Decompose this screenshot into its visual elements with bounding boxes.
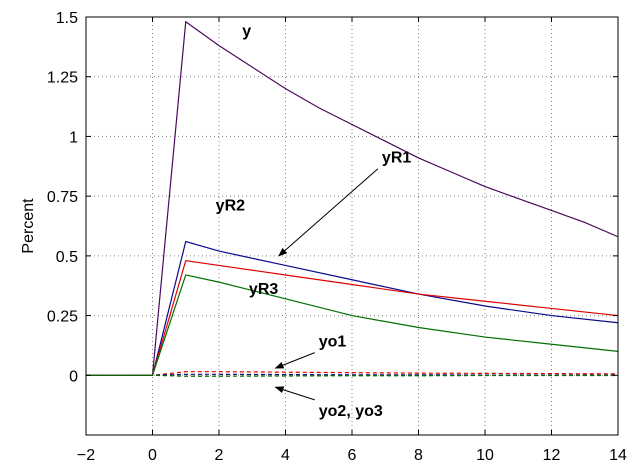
x-tick-label: 6 xyxy=(348,447,357,464)
series-line-yr3 xyxy=(86,274,619,376)
annotation-label: yR1 xyxy=(382,150,411,167)
x-tick-label: 8 xyxy=(414,447,423,464)
y-tick-label: 0.5 xyxy=(56,249,78,266)
series-line-y xyxy=(86,20,619,376)
y-tick-label: 0.25 xyxy=(47,309,78,326)
grid xyxy=(86,17,618,435)
annotations: y yR1 yR2 yR3 yo1 yo2, yo3 xyxy=(216,23,412,420)
x-tick-label: 4 xyxy=(281,447,290,464)
tick-labels: −2 0 2 4 6 8 10 12 14 0 0.25 0.5 0.75 1 1.25 1.5 xyxy=(47,10,627,464)
annotation-arrow xyxy=(274,386,315,401)
y-tick-label: 0.75 xyxy=(47,189,78,206)
annotation-label: yR3 xyxy=(249,281,278,298)
annotation-label: y xyxy=(242,23,251,40)
series-line-yr1 xyxy=(86,259,619,376)
series-line-yo1 xyxy=(86,371,619,376)
annotation-label: yR2 xyxy=(216,197,245,214)
y-axis-label: Percent xyxy=(20,198,37,254)
series-line-yr2 xyxy=(86,240,619,376)
series-line-yo2-yo3 xyxy=(86,373,618,376)
x-tick-label: 0 xyxy=(148,447,157,464)
annotation-label: yo2, yo3 xyxy=(319,403,383,420)
y-tick-label: 1.25 xyxy=(47,70,78,87)
y-tick-label: 1.5 xyxy=(56,10,78,27)
y-tick-label: 1 xyxy=(69,129,78,146)
annotation-arrow xyxy=(278,168,379,257)
series-line-yo2-yo3 xyxy=(86,374,618,377)
x-tick-label: −2 xyxy=(77,447,95,464)
y-tick-label: 0 xyxy=(69,368,78,385)
x-tick-label: 10 xyxy=(476,447,494,464)
x-tick-label: 2 xyxy=(215,447,224,464)
series-group xyxy=(86,20,619,377)
x-tick-label: 12 xyxy=(543,447,561,464)
annotation-label: yo1 xyxy=(319,334,347,351)
x-tick-label: 14 xyxy=(609,447,627,464)
ticks xyxy=(85,16,619,435)
annotation-arrow xyxy=(274,352,315,369)
